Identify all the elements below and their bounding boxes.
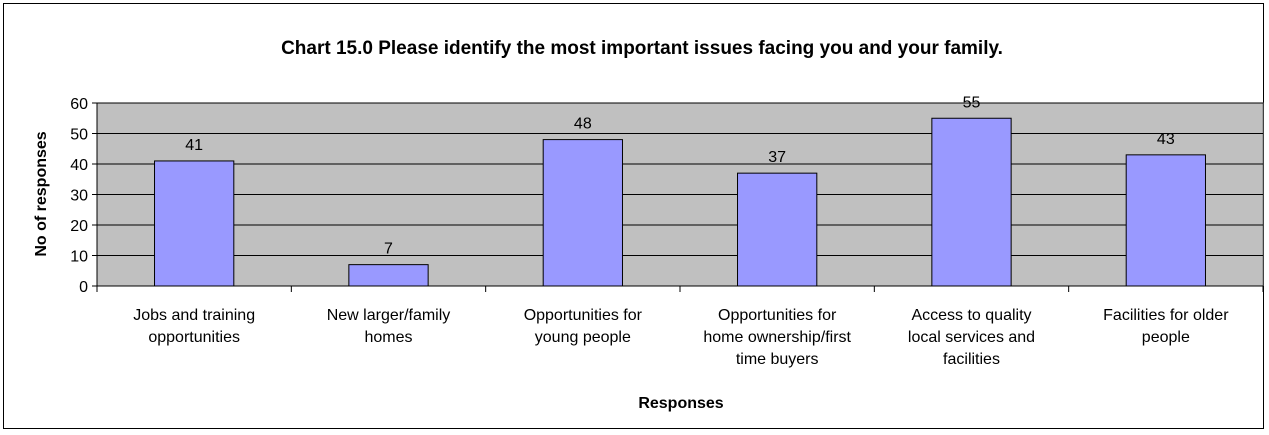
x-tick-label: local services and (908, 329, 1035, 346)
data-label: 55 (963, 94, 981, 111)
x-tick-label: Opportunities for (718, 307, 837, 324)
x-tick-label: facilities (943, 351, 1000, 368)
chart-frame: Chart 15.0 Please identify the most impo… (3, 3, 1264, 429)
plot-area: 0 10 20 30 40 50 60 41 Jobs and training opportun… (70, 94, 1264, 368)
y-tick-label: 50 (70, 127, 88, 144)
bar (348, 264, 429, 287)
y-tick-label: 40 (70, 157, 88, 174)
bar (1125, 154, 1206, 287)
x-tick-label: people (1142, 329, 1190, 346)
y-tick-label: 60 (70, 96, 88, 113)
y-tick-label: 30 (70, 188, 88, 205)
x-tick-label: Jobs and training (133, 307, 255, 324)
chart-title: Chart 15.0 Please identify the most impo… (281, 38, 1003, 59)
x-tick-label: home ownership/first (703, 329, 851, 346)
bar-chart: Chart 15.0 Please identify the most impo… (33, 38, 1264, 412)
bar (737, 172, 818, 287)
data-label: 48 (574, 116, 592, 133)
x-axis-label: Responses (638, 395, 723, 412)
data-label: 43 (1157, 131, 1175, 148)
x-tick-label: opportunities (148, 329, 240, 346)
data-label: 37 (768, 149, 786, 166)
y-tick-label: 20 (70, 218, 88, 235)
x-tick-label: Opportunities for (524, 307, 643, 324)
bar (931, 117, 1012, 287)
x-tick-label: New larger/family (327, 307, 451, 324)
bar (542, 139, 623, 287)
x-tick-label: time buyers (736, 351, 819, 368)
x-tick-label: Access to quality (911, 307, 1031, 324)
x-tick-label: young people (535, 329, 631, 346)
data-label: 41 (185, 137, 203, 154)
bar (154, 160, 235, 287)
x-tick-label: homes (364, 329, 412, 346)
y-tick-label: 0 (79, 279, 88, 296)
y-tick-label: 10 (70, 249, 88, 266)
y-axis-label: No of responses (33, 131, 50, 256)
x-tick-label: Facilities for older (1103, 307, 1229, 324)
data-label: 7 (384, 241, 393, 258)
